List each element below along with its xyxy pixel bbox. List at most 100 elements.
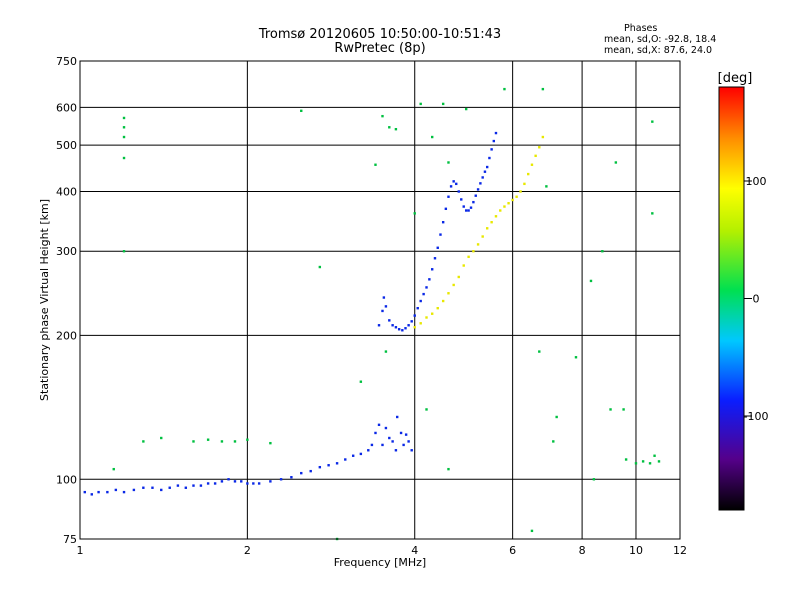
data-point: [240, 480, 243, 483]
data-point: [444, 207, 448, 211]
data-point: [168, 486, 171, 489]
data-point: [391, 440, 394, 443]
data-point: [206, 438, 210, 441]
data-point: [410, 320, 413, 323]
plot-frame: [79, 60, 681, 540]
data-point: [476, 243, 480, 246]
data-point: [534, 154, 537, 158]
data-point: [122, 250, 126, 253]
y-tick-label: 300: [56, 245, 77, 258]
x-axis-label: Frequency [MHz]: [334, 556, 426, 569]
data-point: [370, 443, 374, 447]
data-point: [359, 452, 363, 456]
data-point: [436, 246, 439, 249]
data-point: [384, 350, 388, 353]
x-tick-label: 6: [509, 544, 516, 557]
data-point: [511, 198, 514, 202]
data-point: [404, 433, 408, 436]
data-point: [114, 488, 118, 492]
data-point: [388, 319, 391, 322]
data-point: [601, 250, 604, 253]
data-point: [483, 170, 487, 173]
data-point: [106, 490, 109, 494]
phases-o-mode: mean, sd,O: -92.8, 18.4: [604, 34, 717, 45]
data-point: [503, 205, 506, 208]
data-point: [441, 221, 445, 224]
data-point: [523, 182, 526, 186]
data-point: [413, 314, 416, 317]
data-point: [388, 126, 391, 129]
y-tick-label: 400: [56, 185, 77, 198]
data-point: [460, 198, 463, 201]
data-point: [359, 380, 363, 383]
data-point: [199, 484, 203, 487]
data-point: [467, 255, 470, 259]
data-point: [499, 209, 502, 212]
data-point: [151, 486, 154, 489]
data-point: [246, 482, 249, 485]
data-point: [492, 139, 496, 143]
data-point: [447, 195, 450, 198]
data-point: [436, 306, 439, 310]
data-point: [622, 408, 625, 411]
phases-title: Phases: [624, 23, 658, 34]
data-point: [97, 490, 100, 494]
data-point: [541, 135, 545, 139]
colorbar: [718, 86, 745, 511]
data-point: [425, 286, 428, 289]
data-point: [397, 328, 401, 331]
data-point: [472, 250, 475, 253]
data-point: [541, 87, 545, 91]
data-point: [651, 212, 654, 215]
data-point: [381, 443, 384, 447]
data-point: [384, 305, 388, 308]
data-point: [485, 165, 489, 169]
y-tick-label: 100: [56, 473, 77, 486]
data-point: [419, 102, 422, 106]
data-point: [122, 156, 126, 160]
data-point: [377, 423, 381, 427]
data-point: [419, 299, 422, 303]
data-point: [433, 257, 437, 260]
data-point: [428, 278, 431, 281]
data-point: [457, 275, 460, 279]
data-point: [132, 488, 136, 492]
colorbar-tick-label: 100: [746, 175, 767, 188]
data-point: [122, 490, 126, 494]
data-point: [481, 235, 484, 238]
data-point: [402, 443, 405, 447]
data-point: [494, 131, 498, 135]
data-point: [279, 478, 283, 481]
data-point: [142, 486, 145, 489]
data-point: [452, 180, 455, 183]
data-point: [382, 296, 386, 299]
data-point: [374, 163, 377, 166]
data-point: [641, 460, 645, 463]
data-point: [472, 200, 475, 204]
y-tick-label: 500: [56, 139, 77, 152]
data-point: [538, 146, 541, 149]
data-point: [269, 441, 272, 445]
data-point: [476, 188, 480, 191]
chart-title: Tromsø 20120605 10:50:00-10:51:43: [258, 27, 502, 42]
data-point: [494, 215, 498, 218]
data-point: [122, 126, 126, 129]
data-point: [485, 227, 489, 230]
y-axis-label: Stationary phase Virtual Height [km]: [38, 199, 51, 401]
data-point: [83, 490, 86, 494]
data-point: [447, 292, 450, 295]
data-point: [425, 408, 428, 411]
data-point: [335, 462, 339, 465]
data-point: [555, 415, 558, 419]
data-point: [213, 482, 217, 485]
data-point: [404, 327, 407, 330]
data-point: [452, 283, 455, 287]
y-tick-label: 75: [63, 533, 77, 546]
data-point: [160, 436, 163, 440]
data-point: [422, 292, 425, 296]
x-axis-ticks: 1 2 4 6 8 10 12: [77, 544, 688, 557]
data-point: [430, 135, 434, 139]
data-point: [410, 449, 413, 452]
data-point: [206, 482, 210, 485]
data-point: [184, 486, 188, 489]
